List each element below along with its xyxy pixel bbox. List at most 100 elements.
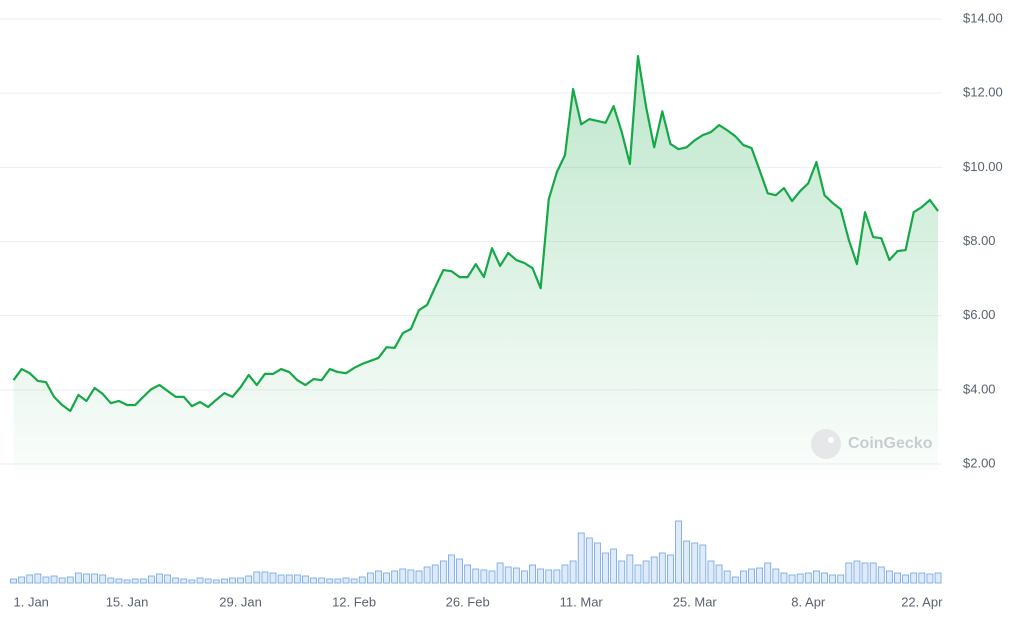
volume-bar xyxy=(512,567,520,584)
volume-bar xyxy=(731,576,739,584)
volume-bar xyxy=(253,571,261,584)
volume-bar xyxy=(610,548,618,584)
volume-bar xyxy=(58,577,66,584)
volume-bar xyxy=(545,569,553,584)
volume-bar xyxy=(877,566,885,584)
volume-bar xyxy=(42,576,50,584)
x-tick-label: 12. Feb xyxy=(332,594,376,609)
volume-bar xyxy=(366,572,374,584)
volume-bar xyxy=(439,560,447,584)
volume-bar xyxy=(245,575,253,584)
volume-bar xyxy=(472,568,480,584)
volume-bar xyxy=(237,577,244,584)
volume-bar xyxy=(34,573,42,584)
volume-bar xyxy=(74,572,82,584)
volume-bar xyxy=(66,576,74,584)
volume-bar xyxy=(115,578,123,584)
volume-bar xyxy=(561,564,569,584)
x-tick-label: 22. Apr xyxy=(901,594,943,609)
volume-bar xyxy=(326,578,334,584)
volume-bar xyxy=(383,572,390,584)
volume-bar xyxy=(772,568,780,584)
x-tick-label: 25. Mar xyxy=(673,594,718,609)
volume-bar xyxy=(156,573,163,584)
volume-bar xyxy=(910,572,918,584)
volume-bar xyxy=(220,578,228,584)
volume-bar xyxy=(691,542,699,584)
x-tick-label: 1. Jan xyxy=(14,594,49,609)
volume-bar xyxy=(164,574,171,584)
price-line xyxy=(12,54,939,413)
volume-bar xyxy=(83,573,90,584)
volume-bar xyxy=(796,573,804,584)
volume-bar xyxy=(788,574,796,584)
y-tick-label: $10.00 xyxy=(963,159,1003,174)
volume-bar xyxy=(658,552,666,584)
volume-bar xyxy=(448,554,455,584)
x-tick-label: 15. Jan xyxy=(106,594,149,609)
y-tick-label: $8.00 xyxy=(963,233,996,248)
volume-bar xyxy=(334,578,342,584)
volume-bar xyxy=(261,571,269,584)
volume-bar xyxy=(626,554,634,584)
volume-bar xyxy=(642,560,650,584)
volume-bar xyxy=(310,577,317,584)
volume-bar xyxy=(618,560,626,584)
volume-bar xyxy=(537,568,545,584)
volume-bar xyxy=(464,564,472,584)
volume-bar xyxy=(318,577,326,584)
volume-bar xyxy=(918,572,926,584)
volume-bar xyxy=(350,578,358,584)
volume-bar xyxy=(699,544,707,584)
volume-bar xyxy=(496,562,504,584)
volume-bar xyxy=(812,570,820,584)
area xyxy=(13,56,939,470)
volume-bar xyxy=(123,579,131,584)
volume-bar xyxy=(521,570,528,584)
volume-bar xyxy=(723,570,731,584)
volume-bar xyxy=(407,569,415,584)
volume-bar xyxy=(375,570,382,584)
plot: $2.00 $4.00 $6.00 $8.00 $10.00 $12.00 $14.00 1.… xyxy=(0,10,1003,609)
volume-bar xyxy=(431,564,439,584)
volume-bar xyxy=(926,573,934,584)
volume-bar xyxy=(188,579,196,584)
volume-bar xyxy=(934,572,942,584)
volume-bar xyxy=(26,574,34,584)
volume-bar xyxy=(131,578,139,584)
volume-bar xyxy=(302,575,309,584)
volume-bar xyxy=(293,574,301,584)
volume-bar xyxy=(423,566,431,584)
volume-bar xyxy=(829,574,837,584)
volume-bar xyxy=(594,542,601,584)
volume-bar xyxy=(553,569,561,584)
volume-bar xyxy=(650,556,658,584)
volume-bar xyxy=(99,574,107,584)
volume-bar xyxy=(853,560,861,584)
volume-bar xyxy=(804,572,812,584)
watermark: CoinGecko xyxy=(848,435,933,452)
volume-bar xyxy=(196,577,204,584)
volume-bar xyxy=(756,567,764,584)
volume-bar xyxy=(277,574,285,584)
volume-bar xyxy=(50,575,58,584)
volume-bar xyxy=(415,570,423,584)
volume-bar xyxy=(229,577,236,584)
volume-bar xyxy=(845,562,853,584)
volume-bar xyxy=(885,570,893,584)
volume-bar xyxy=(577,532,585,584)
volume-bar xyxy=(399,568,407,584)
volume-bar xyxy=(342,577,350,584)
y-tick-label: $14.00 xyxy=(963,10,1003,25)
volume-bar xyxy=(18,576,26,584)
volume-bar xyxy=(391,570,399,584)
x-tick-label: 29. Jan xyxy=(219,594,262,609)
volume-bar xyxy=(204,578,212,584)
volume-bar xyxy=(480,569,488,584)
volume-bar xyxy=(358,576,366,584)
volume-bar xyxy=(569,560,577,584)
y-tick-label: $12.00 xyxy=(963,85,1003,100)
volume-bar xyxy=(748,568,755,584)
volume-bar xyxy=(837,574,845,584)
